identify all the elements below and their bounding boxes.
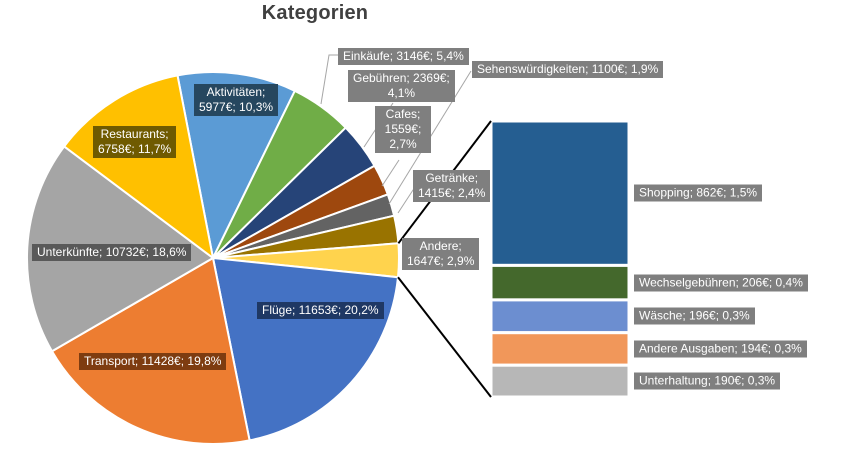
pie-label-gebuehren: Gebühren; 2369€; 4,1% — [348, 70, 455, 102]
label-leader-line — [397, 186, 416, 214]
series-connector-bottom — [397, 276, 492, 398]
bar-label-wechselgebuehren: Wechselgebühren; 206€; 0,4% — [634, 274, 808, 292]
pie-label-sehenswuerdigkeiten: Sehenswürdigkeiten; 1100€; 1,9% — [472, 61, 664, 78]
pie-label-getraenke: Getränke; 1415€; 2,4% — [413, 170, 491, 202]
bar-segment-andere-ausgaben — [489, 331, 631, 367]
pie-label-restaurants: Restaurants; 6758€; 11,7% — [93, 126, 177, 158]
pie-slice-restaurants — [63, 74, 214, 259]
bar-segment-unterhaltung — [489, 363, 631, 399]
pie-label-andere: Andere; 1647€; 2,9% — [402, 238, 480, 270]
pie-label-aktivitaeten: Aktivitäten; 5977€; 10,3% — [194, 84, 279, 116]
pie-label-unterkuenfte: Unterkünfte; 10732€; 18,6% — [32, 244, 192, 261]
pie-label-einkaeufe: Einkäufe; 3146€; 5,4% — [338, 48, 469, 65]
pie-slice-transport — [51, 257, 251, 446]
pie-slice-aktivitaeten — [176, 70, 296, 259]
bar-segment-wechselgebuehren — [489, 263, 631, 302]
bar-label-andere-ausgaben: Andere Ausgaben; 194€; 0,3% — [634, 340, 807, 358]
label-leader-line — [320, 54, 338, 105]
pie-label-cafes: Cafes; 1559€; 2,7% — [375, 106, 431, 153]
bar-label-shopping: Shopping; 862€; 1,5% — [634, 184, 763, 202]
chart-title: Kategorien — [261, 2, 369, 24]
bar-label-waesche: Wäsche; 196€; 0,3% — [634, 307, 755, 325]
bar-segment-waesche — [489, 298, 631, 335]
pie-label-fluege: Flüge; 11653€; 20,2% — [257, 302, 384, 319]
bar-segment-shopping — [489, 119, 631, 267]
bar-label-unterhaltung: Unterhaltung; 190€; 0,3% — [634, 372, 781, 390]
pie-label-transport: Transport; 11428€; 19,8% — [79, 353, 227, 370]
label-leader-line — [381, 159, 400, 187]
